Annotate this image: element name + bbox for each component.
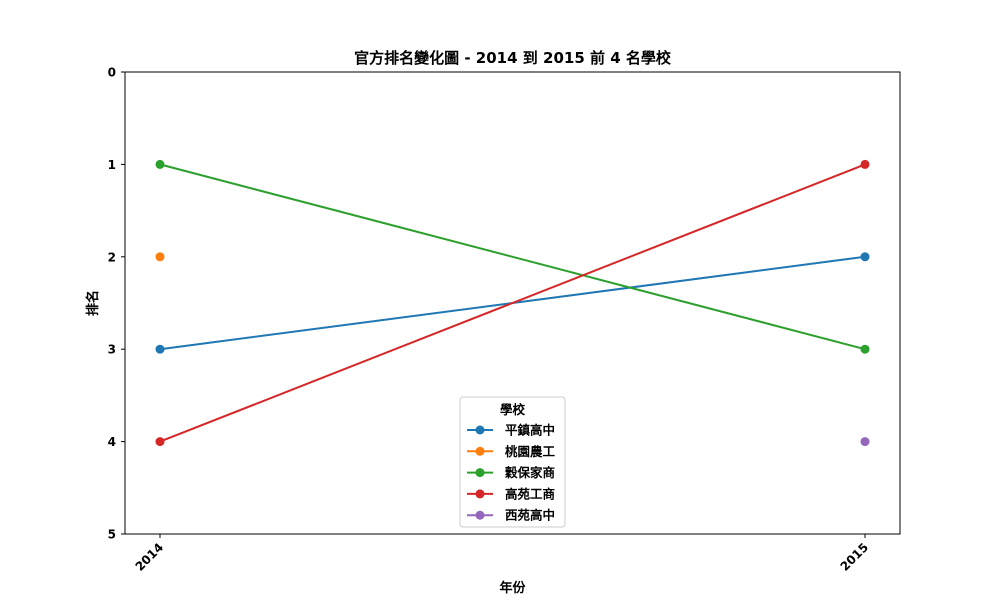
- legend-swatch-marker: [475, 446, 485, 456]
- series-2: [155, 159, 870, 354]
- data-point: [860, 437, 870, 447]
- y-axis-label: 排名: [85, 290, 101, 316]
- legend-item: 穀保家商: [467, 465, 555, 480]
- plot-area: [124, 71, 901, 535]
- legend-label: 平鎮高中: [505, 423, 555, 438]
- legend-swatch-marker: [475, 468, 485, 478]
- data-point: [155, 252, 165, 262]
- legend-item: 桃園農工: [467, 444, 556, 459]
- y-tick-label: 2: [108, 250, 116, 264]
- plot-frame: [124, 71, 901, 535]
- legend-swatch-marker: [475, 489, 485, 499]
- data-point: [860, 252, 870, 262]
- series-line: [159, 163, 866, 351]
- legend-swatch-marker: [475, 510, 485, 520]
- series-3: [155, 159, 870, 447]
- x-tick-label: 2015: [838, 540, 872, 574]
- y-tick-label: 4: [108, 435, 116, 449]
- data-point: [155, 437, 165, 447]
- legend-label: 桃園農工: [505, 444, 556, 459]
- legend-item: 西苑高中: [467, 508, 555, 523]
- y-tick-label: 3: [108, 343, 116, 357]
- data-point: [860, 159, 870, 169]
- chart-title: 官方排名變化圖 - 2014 到 2015 前 4 名學校: [354, 49, 672, 67]
- y-axis: 0 1 2 3 4 5: [108, 66, 125, 542]
- x-axis-label: 年份: [499, 580, 526, 596]
- series-1: [155, 252, 165, 262]
- legend-label: 高苑工商: [505, 486, 555, 501]
- legend-title: 學校: [500, 402, 526, 417]
- series-4: [860, 437, 870, 447]
- data-point: [155, 159, 165, 169]
- legend-item: 平鎮高中: [467, 423, 555, 438]
- legend-swatch-marker: [475, 425, 485, 435]
- x-axis: 2014 2015: [133, 534, 872, 574]
- x-tick-label: 2014: [133, 540, 167, 574]
- data-point: [155, 344, 165, 354]
- legend-item: 高苑工商: [467, 486, 555, 501]
- legend-label: 穀保家商: [504, 465, 555, 480]
- y-tick-label: 1: [108, 158, 116, 172]
- data-point: [860, 344, 870, 354]
- y-tick-label: 5: [108, 528, 116, 542]
- legend-label: 西苑高中: [505, 508, 555, 523]
- series-line: [159, 163, 866, 443]
- series-layer: [155, 159, 870, 447]
- y-tick-label: 0: [108, 66, 116, 80]
